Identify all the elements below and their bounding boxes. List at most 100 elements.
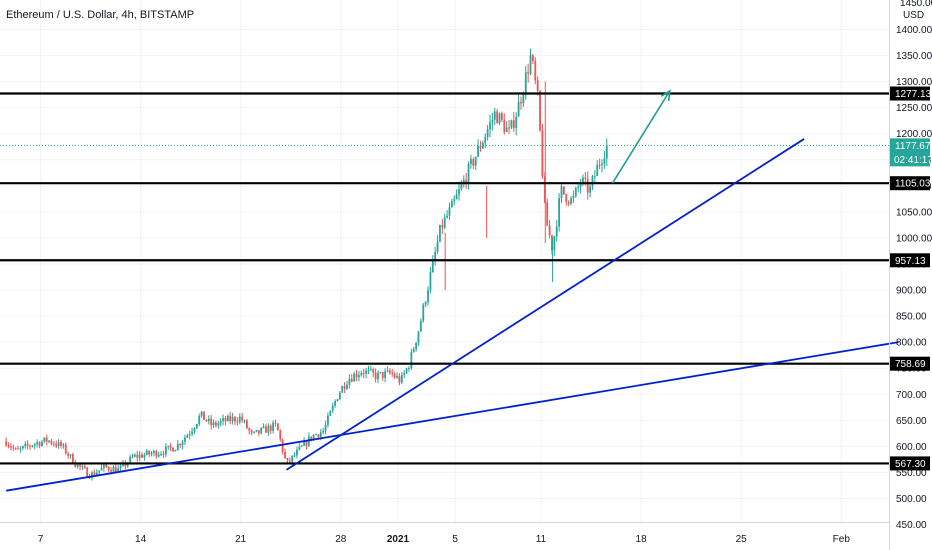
svg-text:957.13: 957.13 (895, 256, 926, 267)
candle (577, 183, 580, 193)
candle (12, 444, 15, 451)
candle (207, 415, 210, 425)
candle (531, 53, 534, 65)
candle (184, 434, 186, 446)
price-tick-label: 550.00 (896, 468, 927, 479)
candle (498, 112, 501, 126)
svg-text:758.69: 758.69 (895, 359, 926, 370)
candle (484, 133, 487, 149)
price-tick-label: 450.00 (896, 520, 927, 531)
candle (472, 157, 475, 170)
candle (114, 463, 117, 473)
candle (534, 57, 537, 85)
time-axis[interactable]: 7 14 21 28 2021 5 11 18 25 Feb (38, 534, 851, 545)
time-tick-label: 2021 (387, 534, 410, 545)
candle (43, 437, 46, 444)
candle (286, 457, 289, 464)
candle (14, 447, 17, 451)
candle (200, 411, 203, 418)
candle (67, 451, 70, 459)
candle (267, 423, 270, 436)
candle (219, 418, 222, 427)
candle (427, 286, 429, 306)
horizontal-levels[interactable] (0, 92, 889, 465)
candle (62, 442, 65, 449)
candle (350, 373, 353, 383)
price-tick-label: 900.00 (896, 286, 927, 297)
candle (226, 414, 229, 422)
candle (505, 121, 508, 133)
candle (560, 184, 563, 204)
candle (160, 451, 162, 457)
candle (210, 414, 213, 430)
candle (446, 210, 448, 219)
candle (284, 448, 286, 459)
level-price-tag: 567.30 (890, 456, 930, 471)
candle (250, 429, 253, 436)
candle (436, 235, 439, 254)
candle (203, 411, 205, 420)
candle (362, 368, 365, 379)
candle (298, 443, 301, 451)
candle (398, 373, 401, 386)
candle (508, 119, 510, 135)
candle (112, 465, 115, 472)
price-tick-label: 700.00 (896, 390, 927, 401)
candle (262, 423, 265, 429)
candle (465, 173, 468, 189)
candle (605, 138, 608, 166)
candle (474, 156, 477, 171)
candle (193, 427, 196, 435)
candle (229, 411, 232, 425)
price-tick-label: 500.00 (896, 494, 927, 505)
candle (408, 366, 410, 372)
candle (48, 439, 50, 444)
candle (477, 139, 479, 158)
time-tick-label: 28 (335, 534, 347, 545)
candle (95, 469, 98, 476)
time-tick-label: 18 (636, 534, 648, 545)
countdown-label: 02:41:17 (894, 155, 932, 166)
candle (448, 202, 451, 220)
candle (260, 427, 263, 435)
candle (388, 367, 391, 375)
current-price-tag: 1177.67 02:41:17 (890, 138, 932, 167)
candle (145, 448, 148, 456)
currency-label: USD (903, 10, 924, 21)
candle (453, 195, 456, 206)
candle (131, 453, 134, 459)
candle (458, 181, 460, 201)
trendline[interactable] (285, 138, 805, 471)
candle (579, 179, 582, 194)
candle (38, 441, 41, 449)
candle (384, 368, 387, 383)
price-tick-label: 1350.00 (896, 51, 932, 62)
candle (515, 112, 518, 136)
candle (186, 433, 189, 438)
candle (570, 196, 572, 206)
candle (236, 417, 239, 426)
candle (520, 96, 522, 110)
candle (353, 371, 356, 382)
candle (593, 170, 596, 183)
candle (539, 90, 541, 132)
candle (343, 382, 346, 394)
candle (405, 367, 408, 375)
svg-text:567.30: 567.30 (895, 459, 926, 470)
candle (238, 413, 241, 425)
price-tick-label: 850.00 (896, 312, 927, 323)
projection-arrow[interactable] (611, 89, 671, 184)
candle (198, 413, 201, 427)
trendline[interactable] (6, 341, 899, 492)
candle (222, 414, 224, 426)
candle (338, 391, 341, 401)
candle (60, 439, 62, 449)
candle (558, 193, 561, 232)
candle (419, 318, 422, 332)
candle (496, 108, 499, 124)
candle (117, 464, 120, 473)
candle (491, 112, 494, 131)
candle (346, 380, 348, 391)
candle (148, 450, 151, 458)
